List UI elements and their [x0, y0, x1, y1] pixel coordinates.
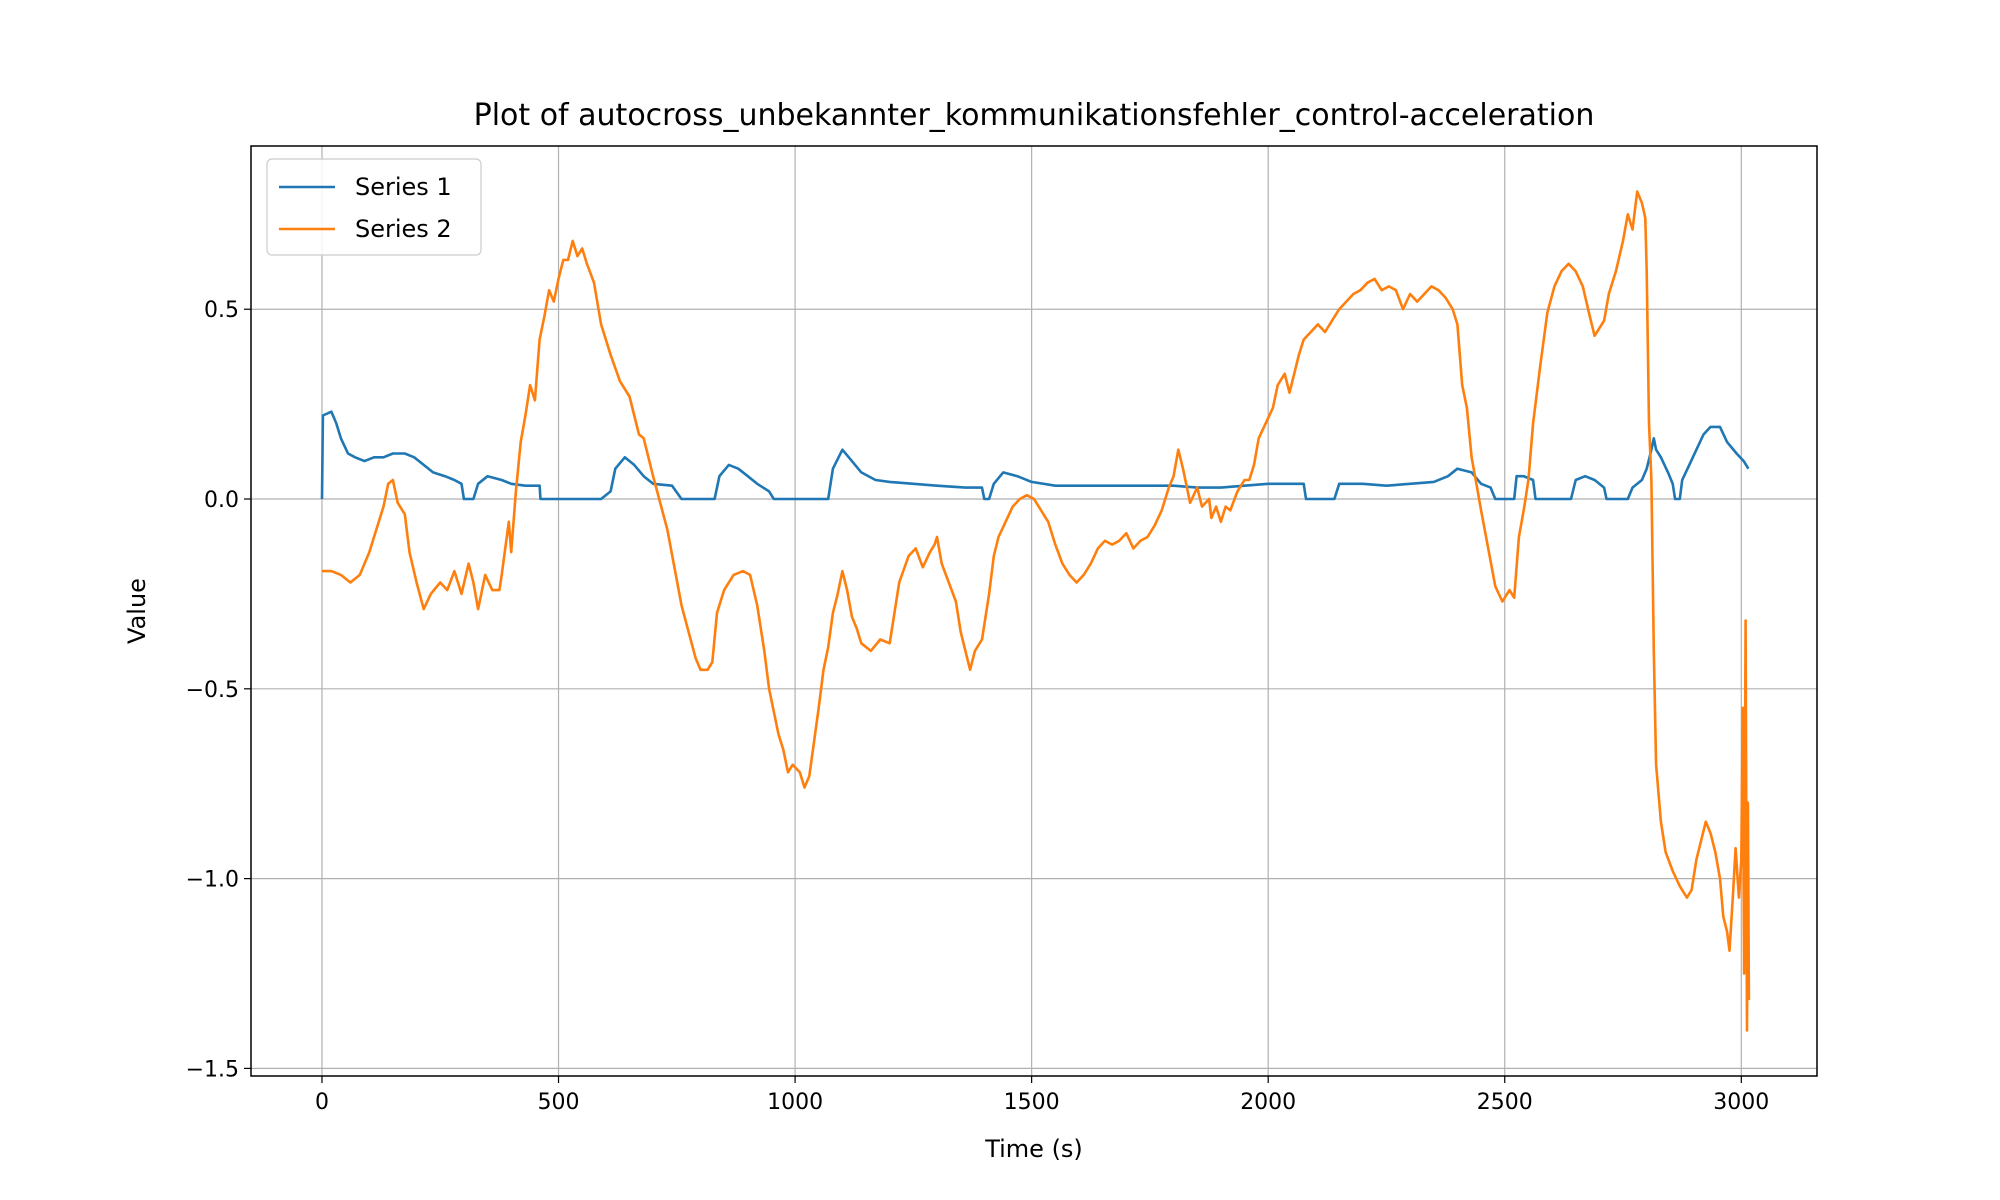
chart-title: Plot of autocross_unbekannter_kommunikat… [474, 98, 1595, 133]
legend-label: Series 2 [355, 215, 452, 243]
x-tick-label: 2000 [1240, 1090, 1296, 1115]
legend-box [266, 158, 482, 256]
x-axis-label: Time (s) [984, 1135, 1083, 1163]
y-tick-label: 0.0 [204, 488, 239, 513]
y-tick-label: 0.5 [204, 298, 239, 323]
legend-label: Series 1 [355, 173, 452, 201]
x-tick-label: 3000 [1713, 1090, 1769, 1115]
y-tick-label: −1.0 [186, 868, 239, 893]
x-tick-label: 0 [315, 1090, 329, 1115]
x-tick-label: 1500 [1004, 1090, 1060, 1115]
x-tick-label: 1000 [767, 1090, 823, 1115]
x-tick-label: 500 [538, 1090, 580, 1115]
y-tick-label: −0.5 [186, 678, 239, 703]
ticks: 0 500 1000 1500 2000 2500 3000 −1.5 −1.0 −0.5 0.0 0… [186, 298, 1770, 1115]
series-1-line [320, 410, 1750, 501]
y-axis-label: Value [123, 578, 151, 644]
series-layer [320, 190, 1751, 1032]
series-2-line [322, 190, 1751, 1032]
legend: Series 1 Series 2 [266, 158, 482, 256]
plot-frame [250, 145, 1818, 1077]
x-tick-label: 2500 [1477, 1090, 1533, 1115]
y-tick-label: −1.5 [186, 1057, 239, 1082]
